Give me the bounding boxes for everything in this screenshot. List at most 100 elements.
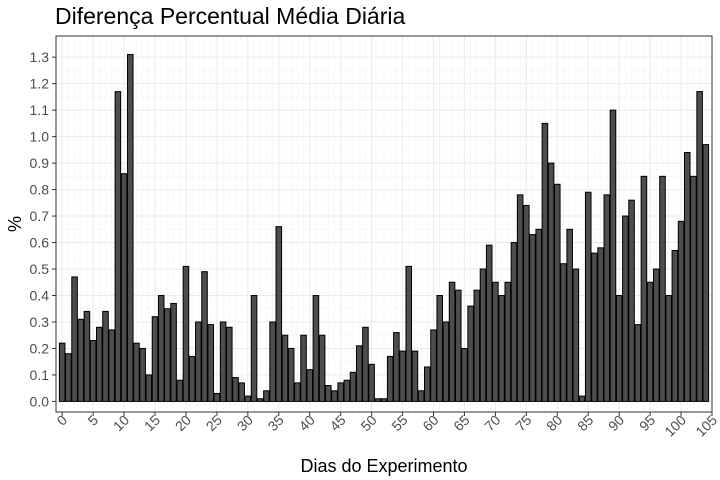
bar [287,347,295,402]
bar [560,263,567,402]
bar [355,345,363,402]
x-tick-label: 80 [543,412,565,434]
bar [325,385,332,402]
x-tick-label: 95 [636,412,658,434]
bar [677,220,685,402]
bar [535,228,543,402]
x-axis: 0 5 10 15 20 25 30 35 40 45 50 55 60 65 70 75 80 85 90 95 10… [53,412,720,440]
bar [615,294,623,402]
bar [58,342,66,402]
bar [461,347,468,402]
bar [411,350,419,402]
bars [58,54,710,402]
bar [343,379,351,402]
bar [331,390,338,402]
bar [454,289,462,402]
x-tick-label: 55 [388,412,410,434]
bar [306,369,314,402]
bar [300,334,307,402]
bar [671,249,679,402]
bar [393,332,400,402]
bar [591,252,598,402]
bar [380,398,388,402]
y-tick-label: 0.7 [30,208,50,224]
bar [83,310,91,402]
bar [566,228,573,402]
y-tick-label: 0.0 [30,393,50,409]
x-tick-label: 15 [141,412,163,434]
bar [102,310,109,402]
bar [702,144,710,402]
y-axis-title: % [5,216,25,232]
bar [690,175,697,402]
bar [232,377,239,402]
x-tick-label: 45 [326,412,348,434]
bar [207,324,215,402]
bar [442,321,450,402]
bar [201,271,208,402]
bar [77,318,85,402]
bar [337,382,344,402]
bar [430,329,437,402]
bar [603,194,611,402]
x-tick-label: 35 [265,412,287,434]
x-tick-label: 100 [661,412,689,440]
bar [71,276,78,402]
bar [263,390,270,402]
chart-title: Diferença Percentual Média Diária [55,3,405,29]
bar [114,91,122,402]
y-tick-label: 0.5 [30,261,50,277]
bar [510,242,518,402]
bar [504,281,512,402]
bar [541,122,549,402]
x-tick-label: 20 [172,412,194,434]
bar [386,355,394,402]
bar [473,289,481,402]
bar [89,340,97,402]
y-tick-label: 0.4 [30,287,50,303]
bar [238,382,245,402]
bar [424,366,431,402]
bar [368,363,375,402]
bar [362,326,369,402]
bar [628,199,635,402]
bar [578,395,586,402]
x-tick-label: 50 [357,412,379,434]
bar [151,316,159,402]
x-tick-label: 75 [512,412,534,434]
y-tick-label: 0.8 [30,182,50,198]
y-tick-label: 1.0 [30,129,50,145]
y-tick-label: 0.9 [30,155,50,171]
bar [164,308,171,402]
bar [597,247,604,402]
bar [572,268,580,402]
x-tick-label: 30 [234,412,256,434]
bar [479,268,487,402]
x-axis-title: Dias do Experimento [300,456,467,476]
bar [584,191,592,402]
x-tick-label: 70 [481,412,503,434]
bar [516,194,524,402]
bar [683,152,691,402]
bar [318,334,326,402]
bar [65,353,72,402]
bar [467,305,474,402]
x-tick-label: 10 [110,412,132,434]
bar [547,162,555,402]
x-tick-label: 90 [605,412,627,434]
bar [553,183,561,402]
bar [96,326,103,402]
bar [349,371,357,402]
bar [188,355,196,402]
bar [126,54,134,402]
bar [399,350,406,402]
x-tick-label: 105 [692,412,720,440]
y-tick-label: 0.6 [30,235,50,251]
x-tick-label: 40 [296,412,318,434]
bar [665,294,672,402]
bar [653,268,660,402]
y-tick-label: 1.3 [30,49,50,65]
bar [157,294,165,402]
bar [417,390,425,402]
x-tick-label: 60 [419,412,441,434]
